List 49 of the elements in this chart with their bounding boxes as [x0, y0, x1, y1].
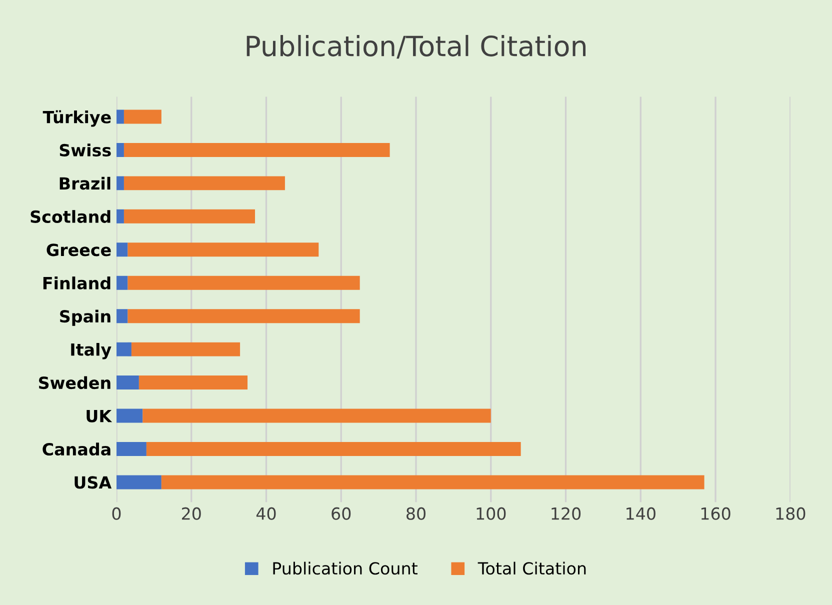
bar: [116, 342, 132, 356]
y-tick-label: Sweden: [39, 376, 110, 390]
x-tick-label: 180: [776, 507, 806, 520]
bar: [124, 209, 256, 224]
x-tick-label: 60: [332, 507, 351, 520]
y-tick-label: Swiss: [60, 144, 111, 157]
x-tick-label: 0: [112, 507, 121, 520]
y-tick-label: Italy: [71, 342, 112, 360]
bar: [116, 475, 162, 490]
y-tick-label: Greece: [46, 244, 111, 256]
y-tick-label: Brazil: [60, 176, 110, 190]
bar: [138, 376, 248, 390]
chart-title: Publication/Total Citation: [246, 34, 586, 59]
bar: [124, 176, 285, 190]
bar: [116, 142, 124, 157]
y-tick-label: UK: [86, 410, 112, 422]
bar: [128, 276, 360, 290]
legend-label: Publication Count: [273, 562, 418, 575]
x-tick-label: 160: [701, 507, 730, 520]
bar: [116, 442, 146, 456]
bar: [116, 176, 124, 190]
bar: [161, 475, 704, 490]
bar: [128, 309, 360, 324]
x-tick-label: 120: [552, 507, 581, 520]
x-tick-label: 20: [182, 507, 201, 520]
y-tick-label: Türkiye: [42, 110, 111, 127]
bar: [124, 142, 390, 157]
bar: [116, 110, 124, 124]
bar: [116, 376, 139, 390]
bar: [128, 242, 319, 257]
x-tick-label: 140: [626, 507, 656, 520]
y-tick-label: Canada: [42, 442, 110, 456]
y-tick-label: Scotland: [30, 210, 110, 223]
legend-label: Total Citation: [478, 562, 586, 575]
bar: [116, 408, 143, 423]
bar: [116, 242, 128, 257]
bar: [146, 442, 521, 456]
bar: [131, 342, 240, 356]
x-tick-label: 80: [406, 507, 426, 520]
bar: [142, 408, 491, 423]
y-tick-label: Finland: [43, 276, 110, 290]
bar: [116, 209, 124, 224]
y-tick-label: Spain: [60, 310, 110, 326]
y-tick-label: USA: [74, 476, 112, 489]
bar: [124, 110, 162, 124]
bar: [116, 276, 128, 290]
x-tick-label: 40: [256, 507, 276, 520]
bar: [116, 309, 128, 324]
x-tick-label: 100: [476, 507, 506, 520]
